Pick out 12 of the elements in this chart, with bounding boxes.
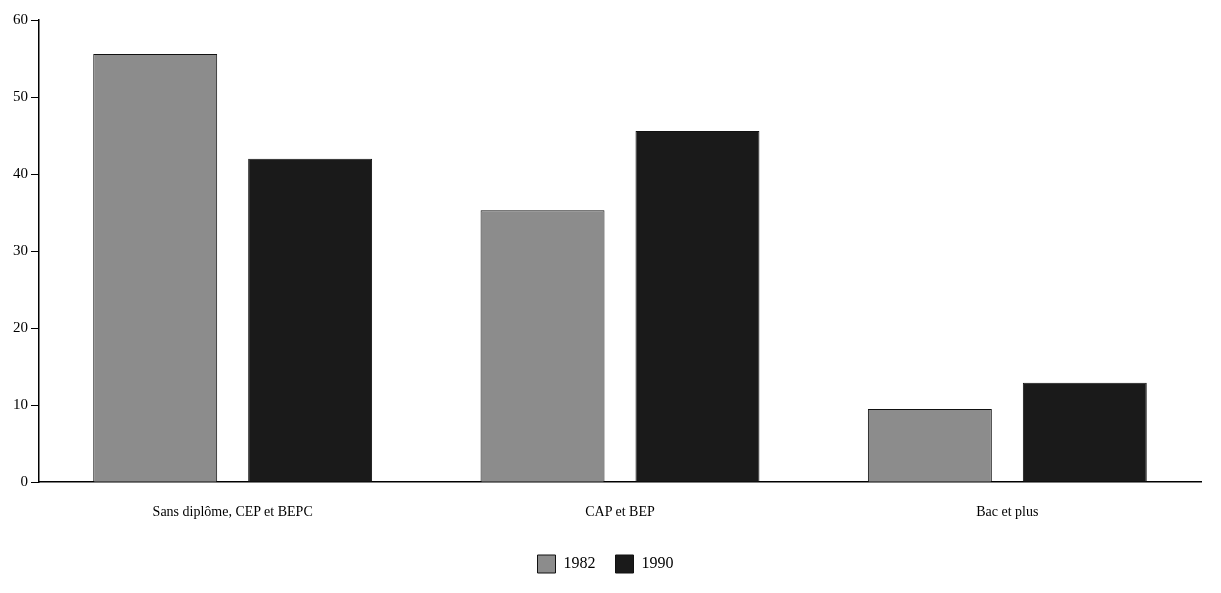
y-tick-label: 0: [20, 473, 28, 490]
legend-label: 1982: [563, 554, 596, 572]
y-tick-label: 20: [13, 319, 28, 336]
x-tick-label: Bac et plus: [976, 504, 1039, 520]
y-tick-label: 30: [13, 242, 28, 259]
legend-label: 1990: [641, 554, 674, 572]
y-tick-label: 60: [13, 10, 28, 27]
y-tick-label: 40: [13, 165, 28, 181]
x-tick-label: Sans diplôme, CEP et BEPC: [152, 504, 313, 520]
y-tick-label: 50: [13, 87, 28, 104]
y-tick-label: 10: [13, 396, 28, 413]
x-tick-label: CAP et BEP: [585, 504, 655, 520]
